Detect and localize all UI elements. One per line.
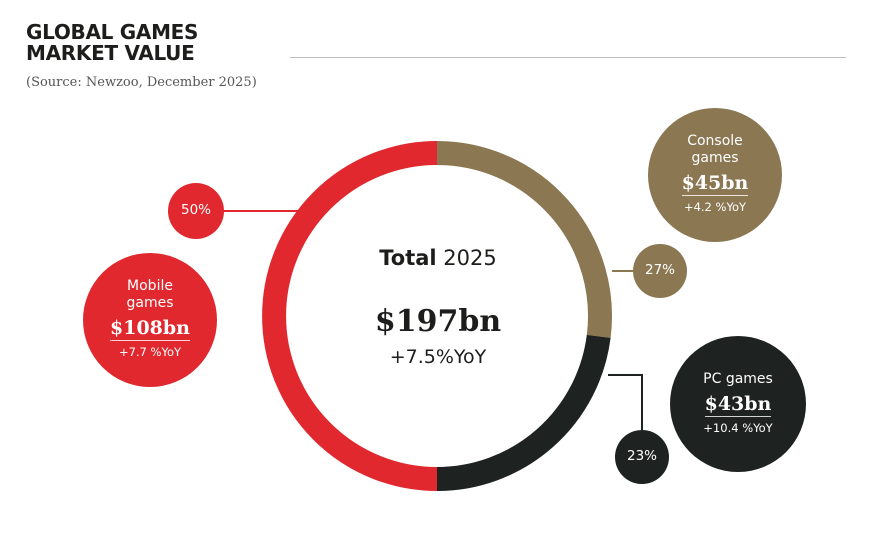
total-label-bold: Total [379,246,437,270]
source-note: (Source: Newzoo, December 2025) [26,75,257,90]
pc-connector [608,374,643,430]
mobile-bubble-text: Mobile games $108bn +7.7 %YoY [90,278,210,359]
console-slice [436,141,612,338]
mobile-yoy: +7.7 %YoY [118,345,182,359]
pc-bubble-text: PC games $43bn +10.4 %YoY [678,371,798,435]
console-yoy: +4.2 %YoY [683,200,747,214]
console-name-1: Console [687,133,743,149]
title-line-2: MARKET VALUE [26,41,195,65]
mobile-value: $108bn [110,317,190,341]
mobile-name-1: Mobile [127,278,173,294]
pc-name-1: PC games [703,371,773,387]
mobile-share-label: 50% [180,202,211,218]
pc-slice [436,334,611,491]
pc-bubble [670,336,806,472]
mobile-name-2: games [126,295,174,311]
console-bubble [648,108,782,242]
console-name-2: games [691,150,739,166]
console-value: $45bn [681,172,749,196]
pc-share-label: 23% [626,448,657,464]
pc-yoy: +10.4 %YoY [703,421,773,435]
console-share-label: 27% [644,262,675,278]
mobile-slice [262,141,438,491]
title-line-1: GLOBAL GAMES [26,20,199,44]
mobile-bubble [83,253,217,387]
console-share-bubble [633,244,687,298]
total-yoy: +7.5%YoY [389,346,487,368]
pc-value: $43bn [704,393,772,417]
chart-title: GLOBAL GAMES MARKET VALUE [26,22,198,64]
header-rule [290,57,846,58]
mobile-share-bubble [168,183,224,239]
total-label: Total 2025 [338,246,538,270]
total-value: $197bn [374,304,502,339]
console-bubble-text: Console games $45bn +4.2 %YoY [655,133,775,214]
pc-share-bubble [615,430,669,484]
total-label-year: 2025 [443,246,497,270]
